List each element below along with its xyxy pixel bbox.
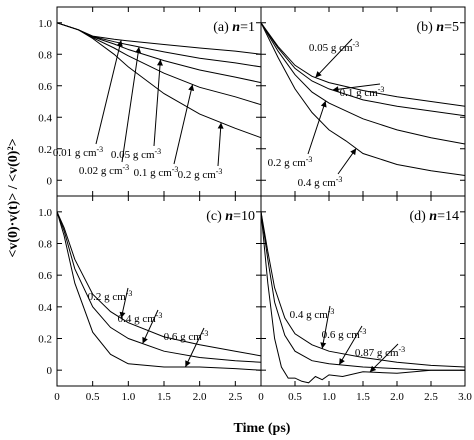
x-tick-label: 1.0	[121, 391, 135, 403]
x-tick-label: 3.0	[458, 391, 472, 403]
annotation-arrow	[315, 38, 353, 78]
arrowhead	[350, 148, 357, 156]
arrowhead	[217, 122, 224, 129]
series-annotation: 0.05 g cm-3	[111, 147, 161, 161]
panel-title: (c) n=10	[206, 209, 255, 224]
series-line	[260, 22, 466, 107]
arrowhead	[320, 342, 327, 349]
panel-title: (d) n=14	[409, 209, 459, 224]
annotation-arrow	[338, 325, 363, 366]
series-annotation: 0.6 g cm-3	[164, 329, 209, 343]
x-tick-label: 1.0	[322, 391, 336, 403]
arrowhead	[185, 360, 191, 367]
series-line	[260, 22, 466, 117]
arrowhead	[332, 86, 339, 93]
series-line	[260, 211, 466, 368]
panel-title: (b) n=5	[416, 20, 459, 35]
y-tick-label: 0.8	[38, 49, 52, 61]
annotation-arrow	[173, 84, 194, 165]
y-tick-label: 0	[47, 365, 53, 377]
x-tick-label: 0.5	[86, 391, 100, 403]
annotation-arrow	[307, 100, 327, 155]
series-line	[56, 211, 262, 363]
y-tick-label: 0.2	[38, 334, 52, 346]
series-annotation: 0.4 g cm-3	[298, 175, 343, 189]
series-line	[260, 22, 466, 145]
y-tick-label: 0.6	[38, 270, 52, 282]
x-tick-label: 1.5	[157, 391, 171, 403]
arrowhead	[156, 59, 163, 66]
x-tick-label: 0	[258, 391, 264, 403]
annotation-arrow	[217, 122, 222, 167]
y-tick-label: 0.4	[38, 112, 52, 124]
x-axis-title: Time (ps)	[234, 421, 291, 436]
series-annotation: 0.2 g cm-3	[88, 289, 133, 303]
series-annotation: 0.1 g cm-3	[340, 85, 385, 99]
y-tick-label: 1.0	[38, 18, 52, 30]
annotation-arrow	[184, 327, 205, 368]
series-annotation: 0.4 g cm-3	[290, 307, 335, 321]
series-annotation: 0.05 g cm-3	[309, 40, 359, 54]
y-tick-label: 0.8	[38, 239, 52, 251]
series-line	[56, 211, 262, 371]
y-tick-label: 1.0	[38, 207, 52, 219]
x-tick-label: 2.5	[424, 391, 438, 403]
arrowhead	[116, 40, 123, 47]
series-annotation: 0.2 g cm-3	[268, 155, 313, 169]
series-line	[260, 22, 466, 176]
x-tick-label: 1.5	[356, 391, 370, 403]
panel-a: 0 0.2 0.4 0.6 0.8 1.0 (a) n=1 0.01 g cm-3 0.02 g…	[38, 6, 262, 197]
annotation-arrow	[321, 305, 331, 349]
arrowhead	[119, 311, 126, 319]
panel-d: 0 0.5 1.0 1.5 2.0 2.5 3.0 (d) n=14 0.4 g cm-3 0.6…	[258, 195, 472, 403]
series-annotation: 0.6 g cm-3	[322, 327, 367, 341]
y-axis-title: <v(0)·v(t)> / <v(0)²>	[6, 138, 21, 257]
y-tick-label: 0.2	[38, 144, 52, 156]
arrowhead	[320, 100, 327, 108]
annotation-arrow	[332, 83, 381, 91]
panel-b: (b) n=5 0.05 g cm-3 0.1 g cm-3 0.2 g cm-3 0.…	[260, 6, 466, 197]
series-line	[56, 211, 262, 357]
annotation-arrow	[142, 309, 159, 344]
x-tick-label: 0	[54, 391, 60, 403]
series-annotation: 0.01 g cm-3	[53, 145, 103, 159]
series-annotation: 0.87 g cm-3	[355, 345, 405, 359]
arrowhead	[188, 84, 195, 92]
x-tick-label: 0.5	[288, 391, 302, 403]
series-line	[260, 211, 465, 371]
series-line	[56, 22, 262, 139]
x-tick-label: 2.0	[390, 391, 404, 403]
y-tick-label: 0.4	[38, 302, 52, 314]
chart-panels: 0 0.2 0.4 0.6 0.8 1.0 (a) n=1 0.01 g cm-3 0.02 g…	[38, 6, 472, 403]
arrowhead	[369, 365, 377, 373]
arrowhead	[142, 336, 148, 344]
series-annotation: 0.4 g cm-3	[118, 311, 163, 325]
series-annotation: 0.2 g cm-3	[178, 167, 223, 181]
arrowhead	[315, 71, 322, 78]
y-tick-label: 0.6	[38, 81, 52, 93]
x-tick-label: 2.5	[228, 391, 242, 403]
series-line	[260, 211, 465, 384]
annotation-arrow	[95, 39, 122, 145]
x-tick-label: 2.0	[193, 391, 207, 403]
annotation-arrow	[121, 46, 140, 163]
panel-c: 0 0.2 0.4 0.6 0.8 1.0 0 0.5 1.0 1.5 2.0 2.5 (c) n=10…	[38, 195, 262, 403]
arrowhead	[135, 46, 142, 54]
arrowhead	[339, 358, 345, 365]
annotation-arrow	[153, 59, 161, 147]
series-annotation: 0.1 g cm-3	[134, 165, 179, 179]
y-tick-label: 0	[47, 175, 53, 187]
series-annotation: 0.02 g cm-3	[79, 163, 129, 177]
annotation-arrow	[369, 343, 399, 373]
panel-title: (a) n=1	[213, 20, 255, 35]
